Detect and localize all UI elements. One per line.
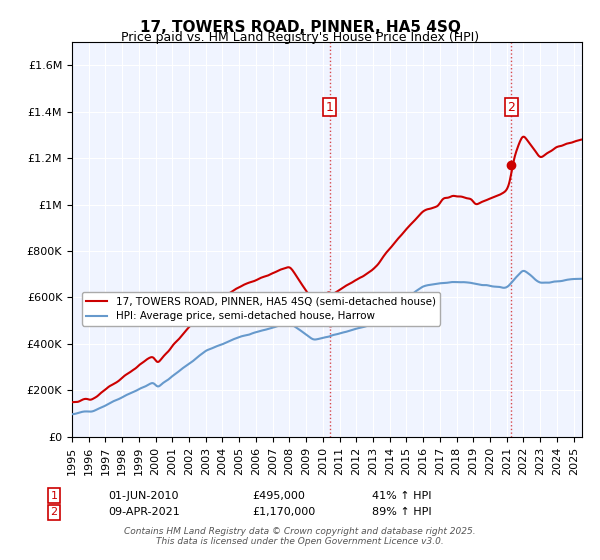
Text: 01-JUN-2010: 01-JUN-2010 (108, 491, 179, 501)
Text: 1: 1 (50, 491, 58, 501)
Text: 09-APR-2021: 09-APR-2021 (108, 507, 180, 517)
Text: 41% ↑ HPI: 41% ↑ HPI (372, 491, 431, 501)
Text: Contains HM Land Registry data © Crown copyright and database right 2025.
This d: Contains HM Land Registry data © Crown c… (124, 526, 476, 546)
Text: 1: 1 (326, 101, 334, 114)
Text: 17, TOWERS ROAD, PINNER, HA5 4SQ: 17, TOWERS ROAD, PINNER, HA5 4SQ (140, 20, 460, 35)
Text: £495,000: £495,000 (252, 491, 305, 501)
Text: Price paid vs. HM Land Registry's House Price Index (HPI): Price paid vs. HM Land Registry's House … (121, 31, 479, 44)
Text: 2: 2 (508, 101, 515, 114)
Text: 2: 2 (50, 507, 58, 517)
Text: 89% ↑ HPI: 89% ↑ HPI (372, 507, 431, 517)
Text: £1,170,000: £1,170,000 (252, 507, 315, 517)
Legend: 17, TOWERS ROAD, PINNER, HA5 4SQ (semi-detached house), HPI: Average price, semi: 17, TOWERS ROAD, PINNER, HA5 4SQ (semi-d… (82, 292, 440, 325)
